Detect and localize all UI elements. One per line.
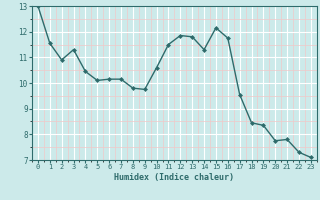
X-axis label: Humidex (Indice chaleur): Humidex (Indice chaleur) (115, 173, 234, 182)
